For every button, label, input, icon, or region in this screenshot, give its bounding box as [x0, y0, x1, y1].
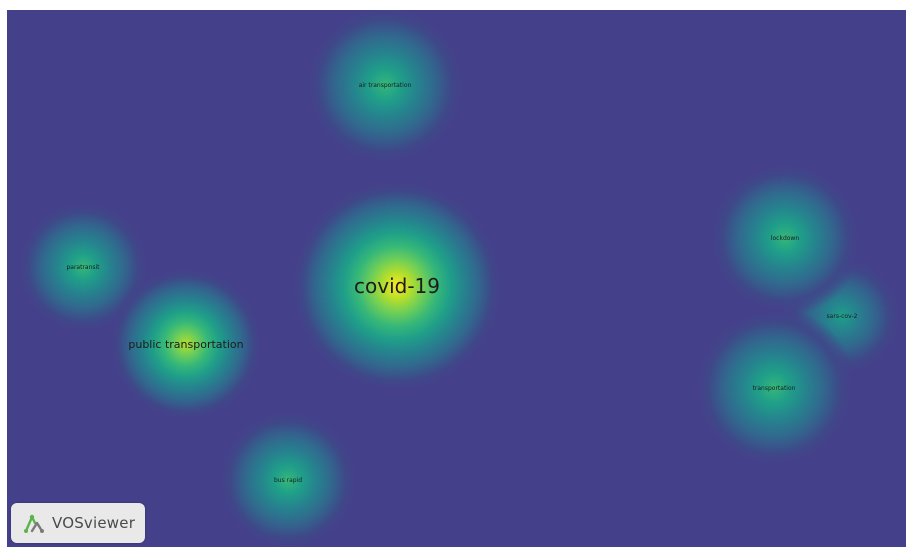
node-labels: covid-19 public transportation air transpo…: [66, 82, 857, 484]
vosviewer-logo-icon: [22, 511, 46, 535]
density-blob-lockdown: [707, 160, 863, 316]
density-blob-covid-19: [289, 178, 505, 394]
node-label-transportation[interactable]: transportation: [753, 385, 796, 392]
node-label-air-transportation[interactable]: air transportation: [359, 82, 412, 89]
map-border-top: [0, 0, 906, 10]
vosviewer-logo-badge: VOSviewer: [11, 503, 145, 543]
map-border-left: [0, 0, 7, 547]
density-blob-bus-rapid: [216, 408, 360, 547]
node-label-lockdown[interactable]: lockdown: [771, 235, 799, 242]
node-label-paratransit[interactable]: paratransit: [66, 264, 100, 271]
node-label-public-transportation[interactable]: public transportation: [128, 338, 243, 351]
density-blob-public-transportation: [108, 266, 264, 422]
density-blobs: [15, 3, 904, 547]
density-blob-air-transportation: [303, 3, 467, 167]
vosviewer-logo-text: VOSviewer: [52, 514, 136, 532]
density-blob-paratransit: [15, 199, 151, 335]
node-label-sars-cov-2[interactable]: sars-cov-2: [827, 313, 858, 320]
density-blob-transportation: [692, 306, 856, 470]
node-label-covid-19[interactable]: covid-19: [354, 274, 440, 298]
node-label-bus-rapid[interactable]: bus rapid: [274, 477, 302, 484]
